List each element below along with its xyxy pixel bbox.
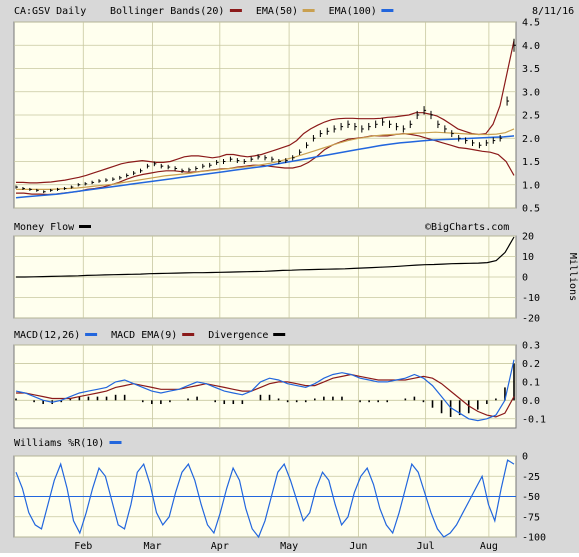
macd-ytick-label-3: 0.0	[522, 396, 540, 407]
macd-ytick-label-4: -0.1	[522, 414, 546, 425]
price-ytick-label-1: 4.0	[522, 41, 540, 52]
macd-legend-label-1: MACD EMA(9)	[111, 330, 177, 341]
price-ytick-label-3: 3.0	[522, 87, 540, 98]
macd-ytick-label-2: 0.1	[522, 377, 540, 388]
x-axis-label-4: Jun	[349, 541, 367, 552]
macd-plot-area	[13, 344, 517, 429]
price-legend-label-1: Bollinger Bands(20)	[110, 6, 224, 17]
x-axis-label-6: Aug	[480, 541, 498, 552]
price-legend-label-3: EMA(100)	[329, 6, 377, 17]
moneyflow-ytick-label-3: -10	[522, 293, 540, 304]
price-ytick-label-2: 3.5	[522, 64, 540, 75]
header-date: 8/11/16	[532, 6, 574, 17]
price-ytick-label-0: 4.5	[522, 18, 540, 29]
moneyflow-ytick-label-0: 20	[522, 232, 534, 243]
moneyflow-ytick-label-4: -20	[522, 314, 540, 325]
watermark: ©BigCharts.com	[425, 222, 509, 233]
williams-ytick-label-2: -50	[522, 492, 540, 503]
price-legend-label-2: EMA(50)	[256, 6, 298, 17]
macd-legend-label-0: MACD(12,26)	[14, 330, 80, 341]
williams-legend-label-0: Williams %R(10)	[14, 438, 104, 449]
price-ema100-line	[15, 135, 515, 199]
macd-legend-label-2: Divergence	[208, 330, 268, 341]
header-ticker-label: CA:GSV Daily	[14, 6, 86, 17]
x-axis-label-2: Apr	[211, 541, 229, 552]
x-axis-label-5: Jul	[417, 541, 435, 552]
macd-ytick-label-1: 0.2	[522, 359, 540, 370]
moneyflow-ytick-label-2: 0	[522, 273, 528, 284]
williams-ytick-label-1: -25	[522, 472, 540, 483]
macd-signal-line	[16, 373, 515, 418]
macd-line	[15, 359, 515, 422]
price-ytick-label-6: 1.5	[522, 157, 540, 168]
moneyflow-legend-label-0: Money Flow	[14, 222, 75, 233]
x-axis-label-3: May	[280, 541, 298, 552]
moneyflow-ylabel: Millions	[567, 253, 578, 301]
x-axis-label-0: Feb	[74, 541, 92, 552]
williams-ytick-label-3: -75	[522, 512, 540, 523]
williams-line	[15, 459, 515, 539]
moneyflow-line	[16, 236, 515, 278]
williams-ytick-label-0: 0	[522, 452, 528, 463]
macd-ytick-label-0: 0.3	[522, 341, 540, 352]
price-ytick-label-7: 1.0	[522, 180, 540, 191]
x-axis-label-1: Mar	[144, 541, 162, 552]
moneyflow-ytick-label-1: 10	[522, 252, 534, 263]
price-ema50-line	[16, 128, 515, 190]
price-ytick-label-8: 0.5	[522, 204, 540, 215]
price-ytick-label-4: 2.5	[522, 111, 540, 122]
price-ytick-label-5: 2.0	[522, 134, 540, 145]
williams-ytick-label-4: -100	[522, 533, 546, 544]
